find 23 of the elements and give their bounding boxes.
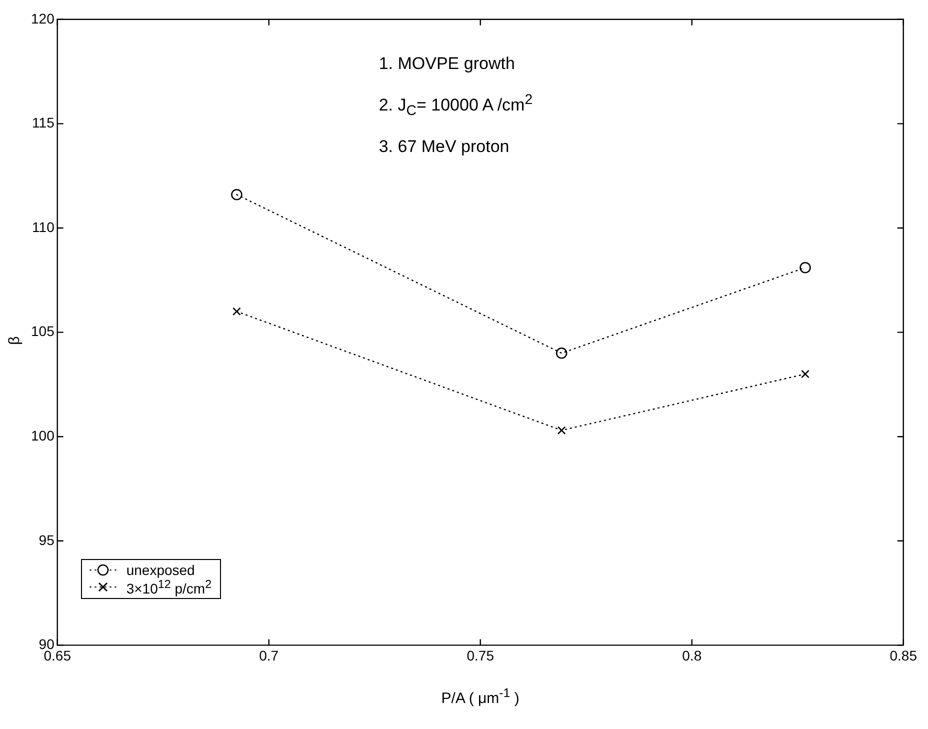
y-tick-label: 110: [32, 218, 55, 235]
x-axis-title: P/A ( μm$^{-1}$ ): [441, 686, 520, 707]
annotation: 1. MOVPE growth: [378, 54, 516, 74]
y-tick-label: 115: [32, 114, 55, 131]
y-tick-label: 105: [31, 323, 55, 340]
legend-label: unexposed: [126, 562, 195, 578]
y-tick-label: 120: [31, 10, 55, 26]
x-tick-label: 0.85: [890, 647, 918, 664]
annotation: 2. J$_{C}$= 10000 A /cm$^{2}$: [378, 92, 533, 120]
point: [232, 307, 241, 316]
point: [800, 262, 811, 274]
y-tick-label: 100: [31, 427, 55, 444]
point: [557, 426, 566, 435]
point: [556, 348, 568, 359]
x-tick-label: 0.7: [259, 647, 279, 664]
point: [231, 188, 242, 200]
annotation: 3. 67 MeV proton: [378, 137, 510, 158]
legend-label: 3×10$^{12}$ p/cm$^{2}$: [126, 578, 212, 596]
y-tick-label: 95: [38, 532, 55, 548]
x-tick-label: 0.8: [682, 647, 702, 664]
point: [801, 370, 810, 378]
y-axis-title: β: [6, 336, 23, 346]
x-tick-label: 0.75: [466, 647, 494, 664]
